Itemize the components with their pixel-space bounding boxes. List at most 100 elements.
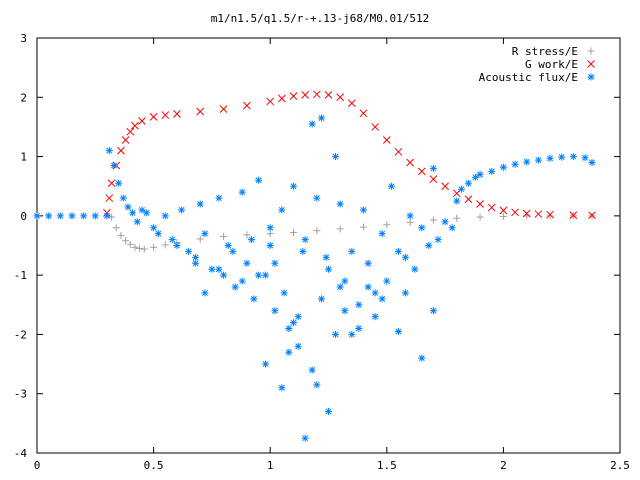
data-point	[394, 327, 402, 335]
data-point	[250, 295, 258, 303]
marker-stroke	[107, 179, 116, 188]
data-point	[588, 159, 596, 166]
data-point	[255, 271, 263, 279]
data-point	[103, 212, 111, 220]
data-point	[285, 325, 293, 332]
data-point	[294, 313, 302, 321]
marker-stroke	[312, 90, 321, 99]
data-point	[117, 146, 125, 155]
data-point	[266, 230, 274, 238]
marker-stroke	[138, 206, 145, 213]
y-tick-label: 1	[20, 151, 27, 164]
data-point	[150, 243, 158, 251]
data-point	[401, 253, 409, 261]
data-point	[487, 203, 496, 212]
marker-stroke	[302, 435, 309, 442]
marker-stroke	[285, 349, 292, 356]
data-marks	[33, 90, 596, 442]
plot-frame	[36, 37, 621, 454]
data-point	[220, 271, 228, 279]
data-point	[149, 112, 158, 121]
marker-stroke	[476, 200, 484, 208]
data-point	[121, 136, 130, 144]
data-point	[359, 109, 368, 118]
data-point	[278, 384, 286, 392]
marker-stroke	[318, 115, 325, 122]
marker-stroke	[402, 254, 409, 261]
data-point	[115, 179, 123, 187]
data-point	[429, 164, 437, 172]
marker-stroke	[267, 242, 274, 249]
data-point	[394, 247, 402, 255]
data-point	[290, 182, 298, 190]
data-point	[534, 210, 543, 218]
marker-stroke	[383, 278, 390, 285]
data-point	[201, 289, 209, 297]
marker-stroke	[477, 171, 484, 178]
data-point	[383, 277, 391, 285]
marker-stroke	[441, 182, 449, 191]
marker-stroke	[309, 120, 316, 127]
data-point	[154, 230, 162, 238]
data-point	[299, 247, 307, 255]
data-point	[325, 265, 332, 273]
data-point	[322, 253, 330, 261]
marker-stroke	[267, 224, 274, 231]
data-point	[325, 408, 332, 415]
marker-stroke	[547, 155, 554, 162]
data-point	[336, 200, 344, 208]
marker-stroke	[134, 218, 141, 225]
axis-ticks: 0 0.5 1 1.5 2 2.5 3 2 1 0 -1 -2 -3 -4	[14, 32, 630, 472]
marker-stroke	[325, 266, 332, 273]
data-point	[290, 319, 298, 327]
marker-stroke	[290, 319, 297, 326]
data-point	[464, 195, 473, 204]
data-point	[301, 434, 309, 442]
data-point	[231, 283, 239, 291]
data-point	[588, 211, 596, 220]
marker-stroke	[337, 284, 344, 290]
data-point	[382, 136, 391, 144]
marker-stroke	[220, 272, 227, 279]
data-point	[280, 289, 288, 297]
data-point	[229, 247, 237, 255]
marker-stroke	[201, 289, 208, 296]
data-point	[499, 163, 507, 171]
marker-stroke	[429, 175, 438, 183]
marker-stroke	[255, 272, 262, 279]
data-point	[359, 223, 367, 231]
marker-stroke	[143, 209, 150, 216]
series-0	[108, 212, 596, 253]
chart-title: m1/n1.5/q1.5/r-+.13-j68/M0.01/512	[211, 12, 430, 25]
x-tick-label: 0.5	[144, 459, 164, 472]
data-point	[476, 170, 484, 178]
data-point	[105, 147, 113, 155]
data-point	[511, 208, 519, 217]
marker-stroke	[290, 183, 297, 190]
data-point	[161, 241, 169, 249]
data-point	[161, 111, 170, 119]
data-point	[383, 221, 391, 229]
marker-stroke	[173, 110, 181, 118]
marker-stroke	[535, 157, 542, 164]
marker-stroke	[103, 212, 110, 219]
data-point	[219, 105, 228, 113]
data-point	[406, 218, 414, 226]
data-point	[278, 94, 286, 103]
marker-stroke	[301, 91, 310, 99]
legend-label: R stress/E	[512, 45, 578, 58]
marker-stroke	[215, 195, 222, 202]
data-point	[45, 212, 53, 220]
marker-stroke	[395, 248, 402, 255]
data-point	[243, 231, 251, 239]
data-point	[378, 295, 386, 303]
legend-marker	[587, 73, 595, 81]
marker-stroke	[45, 212, 52, 219]
data-point	[387, 182, 395, 190]
data-point	[140, 245, 148, 253]
data-point	[124, 203, 132, 211]
data-point	[224, 242, 232, 249]
data-point	[499, 206, 508, 215]
marker-stroke	[407, 212, 414, 219]
y-tick-label: 2	[20, 91, 27, 104]
